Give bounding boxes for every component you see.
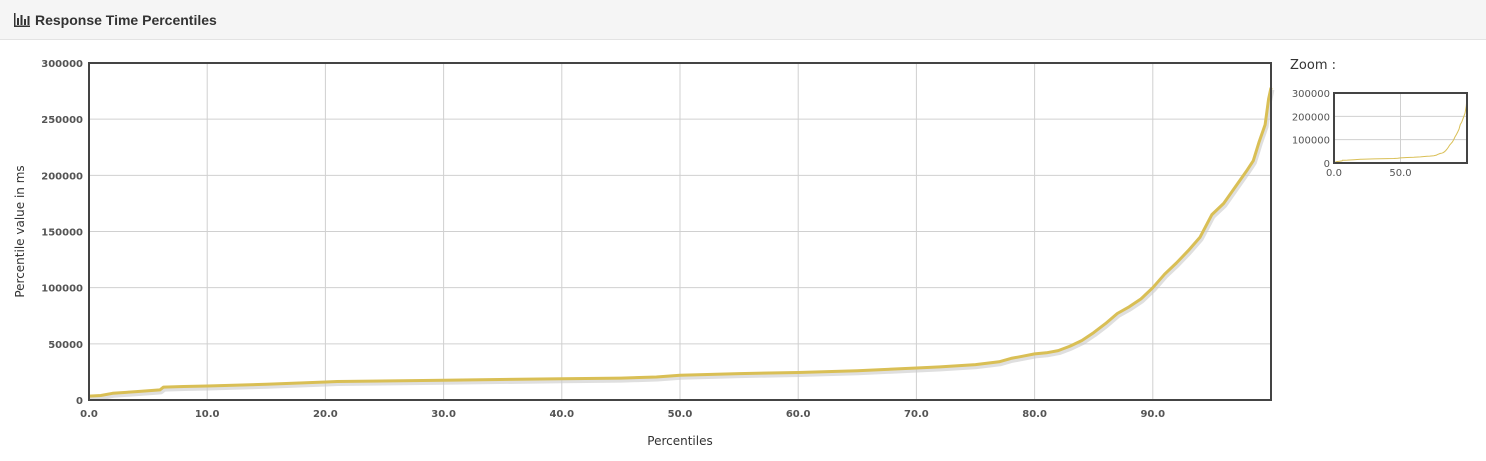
x-tick-label: 60.0 — [786, 409, 811, 420]
x-tick-label: 10.0 — [195, 409, 220, 420]
zoom-label: Zoom : — [1290, 58, 1336, 73]
zoom-series-line — [1333, 98, 1468, 163]
percentile-chart[interactable]: 0.0 10.0 20.0 30.0 40.0 50.0 60.0 70.0 80.0 90.0 0… — [0, 40, 1290, 461]
x-tick-label: 40.0 — [549, 409, 574, 420]
panel-header: Response Time Percentiles — [0, 0, 1486, 40]
plot-frame — [88, 62, 1272, 401]
zoom-x-tick-label: 50.0 — [1389, 168, 1411, 179]
y-tick-label: 50000 — [48, 340, 83, 351]
series-line[interactable] — [88, 87, 1273, 398]
x-tick-label: 30.0 — [431, 409, 456, 420]
x-axis-title: Percentiles — [647, 434, 712, 448]
zoom-x-tick-label: 0.0 — [1326, 168, 1342, 179]
zoom-y-tick-label: 0 — [1324, 159, 1330, 170]
panel-title: Response Time Percentiles — [35, 12, 217, 28]
x-tick-label: 70.0 — [904, 409, 929, 420]
x-tick-label: 50.0 — [668, 409, 693, 420]
x-tick-label: 80.0 — [1022, 409, 1047, 420]
y-tick-label: 250000 — [41, 115, 83, 126]
x-tick-label: 20.0 — [313, 409, 338, 420]
y-tick-label: 150000 — [41, 228, 83, 239]
bar-chart-icon — [14, 13, 30, 27]
x-tick-label: 0.0 — [80, 409, 98, 420]
zoom-overview-chart[interactable]: 0 100000 200000 300000 0.0 50.0 — [1290, 80, 1480, 190]
zoom-y-tick-label: 100000 — [1292, 136, 1330, 147]
zoom-y-tick-label: 300000 — [1292, 89, 1330, 100]
x-tick-label: 90.0 — [1140, 409, 1165, 420]
y-tick-label: 100000 — [41, 284, 83, 295]
zoom-y-tick-label: 200000 — [1292, 112, 1330, 123]
y-tick-label: 300000 — [41, 59, 83, 70]
y-tick-label: 200000 — [41, 171, 83, 182]
y-tick-label: 0 — [76, 396, 83, 407]
zoom-frame — [1333, 92, 1468, 164]
y-axis-title: Percentile value in ms — [13, 165, 27, 297]
series-shadow — [89, 89, 1275, 401]
